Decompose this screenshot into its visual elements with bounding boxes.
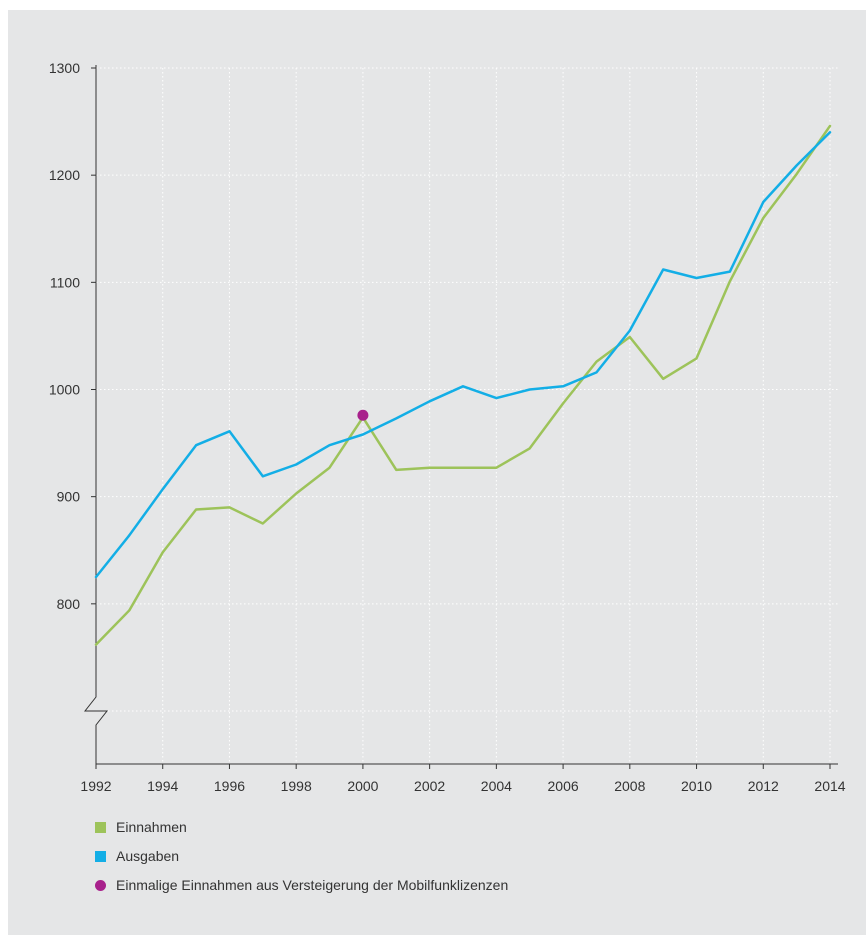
x-tick-label: 2012 [748, 778, 779, 794]
legend-swatch-einnahmen [95, 821, 106, 833]
legend-label-marker: Einmalige Einnahmen aus Versteigerung de… [116, 877, 509, 893]
legend: Einnahmen Ausgaben Einmalige Einnahmen a… [95, 818, 508, 905]
x-tick-label: 1992 [80, 778, 111, 794]
gridlines [96, 67, 838, 764]
y-tick-label: 1200 [49, 167, 80, 183]
axes [83, 65, 838, 765]
x-tick-label: 2010 [681, 778, 712, 794]
legend-item-marker: Einmalige Einnahmen aus Versteigerung de… [95, 876, 508, 894]
x-tick-label: 2004 [481, 778, 512, 794]
series-line-ausgaben [94, 131, 832, 579]
y-tick-label: 800 [57, 596, 81, 612]
y-tick-label: 1000 [49, 382, 80, 398]
x-tick-label: 2014 [814, 778, 845, 794]
legend-item-einnahmen: Einnahmen [95, 818, 508, 836]
y-tick-labels: 800 900 1000 1100 1200 1300 [49, 60, 96, 612]
x-tick-label: 1998 [281, 778, 312, 794]
x-tick-label: 2002 [414, 778, 445, 794]
x-tick-label: 1994 [147, 778, 178, 794]
legend-swatch-ausgaben [95, 850, 106, 862]
series-line-einnahmen [94, 124, 832, 646]
series-lines [94, 124, 832, 646]
markers [357, 409, 369, 421]
legend-label-einnahmen: Einnahmen [116, 819, 187, 835]
x-tick-label: 2000 [347, 778, 378, 794]
x-tick-labels: 1992 1994 1996 1998 2000 2002 2004 2006 2008 2010… [80, 764, 846, 794]
x-tick-label: 2008 [614, 778, 645, 794]
mobilfunk-marker [357, 409, 369, 421]
legend-label-ausgaben: Ausgaben [116, 848, 180, 864]
legend-swatch-marker [95, 879, 106, 891]
y-tick-label: 900 [57, 489, 81, 505]
x-tick-label: 1996 [214, 778, 245, 794]
y-tick-label: 1100 [50, 274, 80, 290]
y-axis-break-mark [83, 692, 109, 731]
chart-panel [8, 10, 866, 935]
x-tick-label: 2006 [548, 778, 579, 794]
legend-item-ausgaben: Ausgaben [95, 847, 508, 865]
y-tick-label: 1300 [49, 60, 80, 76]
